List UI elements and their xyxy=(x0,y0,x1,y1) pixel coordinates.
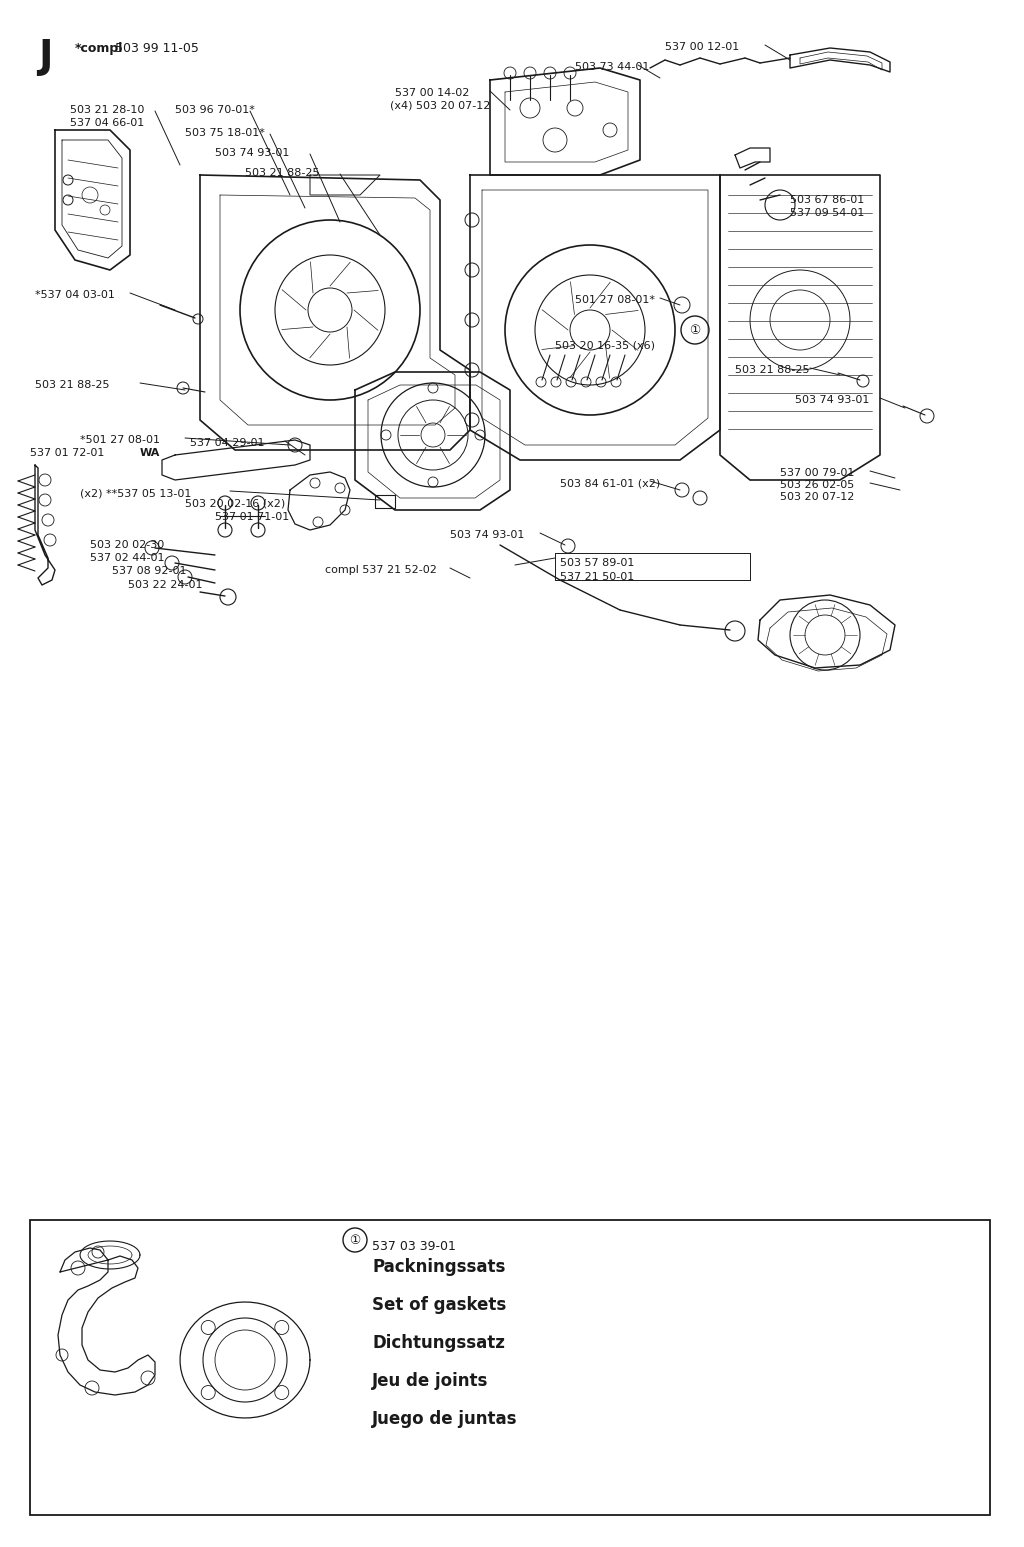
Text: 537 09 54-01: 537 09 54-01 xyxy=(790,207,864,218)
Bar xyxy=(30,1221,990,1515)
Text: Jeu de joints: Jeu de joints xyxy=(372,1372,488,1391)
Text: ①: ① xyxy=(349,1233,360,1247)
Text: 503 20 02-30: 503 20 02-30 xyxy=(90,540,164,551)
Text: 537 01 72-01: 537 01 72-01 xyxy=(30,449,108,458)
Text: 503 20 07-12: 503 20 07-12 xyxy=(780,492,854,501)
Text: 503 21 88-25: 503 21 88-25 xyxy=(735,365,810,374)
Text: 503 74 93-01: 503 74 93-01 xyxy=(795,394,869,405)
Text: *501 27 08-01: *501 27 08-01 xyxy=(80,435,160,446)
Text: *537 04 03-01: *537 04 03-01 xyxy=(35,289,115,300)
Text: 503 26 02-05: 503 26 02-05 xyxy=(780,480,854,490)
Text: 503 74 93-01: 503 74 93-01 xyxy=(215,149,290,158)
Text: (x2) **537 05 13-01: (x2) **537 05 13-01 xyxy=(80,487,191,498)
Text: compl 537 21 52-02: compl 537 21 52-02 xyxy=(325,565,437,575)
Text: WA: WA xyxy=(140,449,161,458)
Text: 503 21 28-10: 503 21 28-10 xyxy=(70,105,144,114)
Text: 503 74 93-01: 503 74 93-01 xyxy=(450,531,524,540)
Text: Set of gaskets: Set of gaskets xyxy=(372,1296,506,1313)
Text: 503 21 88-25: 503 21 88-25 xyxy=(35,381,110,390)
Text: 503 20 16-35 (x6): 503 20 16-35 (x6) xyxy=(555,340,655,350)
Text: 503 73 44-01: 503 73 44-01 xyxy=(575,62,649,73)
Text: 537 01 71-01: 537 01 71-01 xyxy=(215,512,289,521)
Text: *compl: *compl xyxy=(75,42,123,56)
Text: Dichtungssatz: Dichtungssatz xyxy=(372,1334,505,1352)
Text: 503 57 89-01: 503 57 89-01 xyxy=(560,558,635,568)
Text: 537 02 44-01: 537 02 44-01 xyxy=(90,552,165,563)
Text: 503 67 86-01: 503 67 86-01 xyxy=(790,195,864,206)
Text: ①: ① xyxy=(689,323,700,337)
Text: Packningssats: Packningssats xyxy=(372,1258,506,1276)
Text: 503 20 02-16 (x2): 503 20 02-16 (x2) xyxy=(185,498,286,507)
Text: 537 00 12-01: 537 00 12-01 xyxy=(665,42,739,53)
Text: 503 21 88-25: 503 21 88-25 xyxy=(245,169,319,178)
Text: 537 04 29-01: 537 04 29-01 xyxy=(190,438,264,449)
Text: 537 00 79-01: 537 00 79-01 xyxy=(780,469,854,478)
Text: (x4) 503 20 07-12: (x4) 503 20 07-12 xyxy=(390,101,490,110)
Text: Juego de juntas: Juego de juntas xyxy=(372,1409,517,1428)
Text: 503 75 18-01*: 503 75 18-01* xyxy=(185,128,265,138)
Text: 501 27 08-01*: 501 27 08-01* xyxy=(575,295,655,305)
Text: 537 04 66-01: 537 04 66-01 xyxy=(70,118,144,128)
Text: 537 03 39-01: 537 03 39-01 xyxy=(372,1241,456,1253)
Text: 537 08 92-01: 537 08 92-01 xyxy=(112,566,186,575)
Text: J: J xyxy=(38,39,52,76)
Text: 537 21 50-01: 537 21 50-01 xyxy=(560,572,634,582)
Text: 503 96 70-01*: 503 96 70-01* xyxy=(175,105,255,114)
Text: 503 84 61-01 (x2): 503 84 61-01 (x2) xyxy=(560,478,660,487)
Text: 503 22 24-01: 503 22 24-01 xyxy=(128,580,203,589)
Text: 537 00 14-02: 537 00 14-02 xyxy=(395,88,469,97)
Text: 503 99 11-05: 503 99 11-05 xyxy=(115,42,199,56)
